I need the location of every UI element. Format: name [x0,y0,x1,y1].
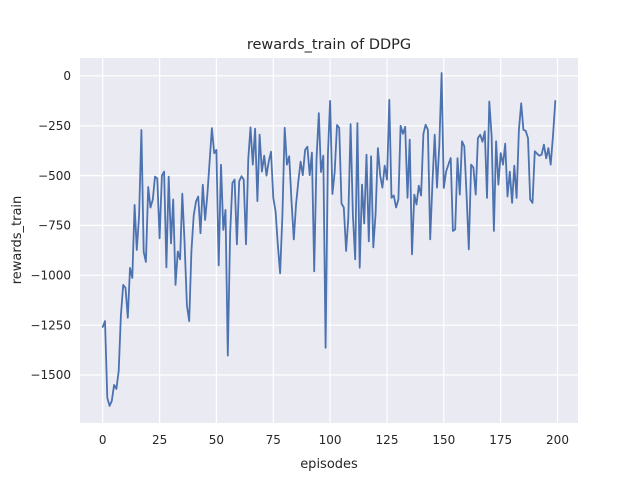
x-axis-label: episodes [300,457,358,472]
y-tick-label: −1500 [30,368,71,382]
y-tick-label: −1000 [30,269,71,283]
x-tick-label: 175 [489,433,512,447]
x-tick-label: 0 [99,433,107,447]
y-tick-label: −500 [38,169,71,183]
data-series [101,72,557,407]
chart-title: rewards_train of DDPG [247,37,411,53]
x-tick-label: 150 [432,433,455,447]
x-tick-label: 75 [266,433,281,447]
tick-labels: 0 25 50 75 100 125 150 175 200 0 −250 −500 −750 −1000… [30,69,569,447]
y-tick-label: −250 [38,119,71,133]
y-tick-label: 0 [63,69,71,83]
y-tick-label: −750 [38,219,71,233]
y-axis-label: rewards_train [10,196,25,285]
x-tick-label: 100 [319,433,342,447]
x-tick-label: 50 [209,433,224,447]
data-line [101,72,557,407]
x-tick-label: 200 [546,433,569,447]
x-tick-label: 25 [152,433,167,447]
x-tick-label: 125 [376,433,399,447]
y-tick-label: −1250 [30,318,71,332]
